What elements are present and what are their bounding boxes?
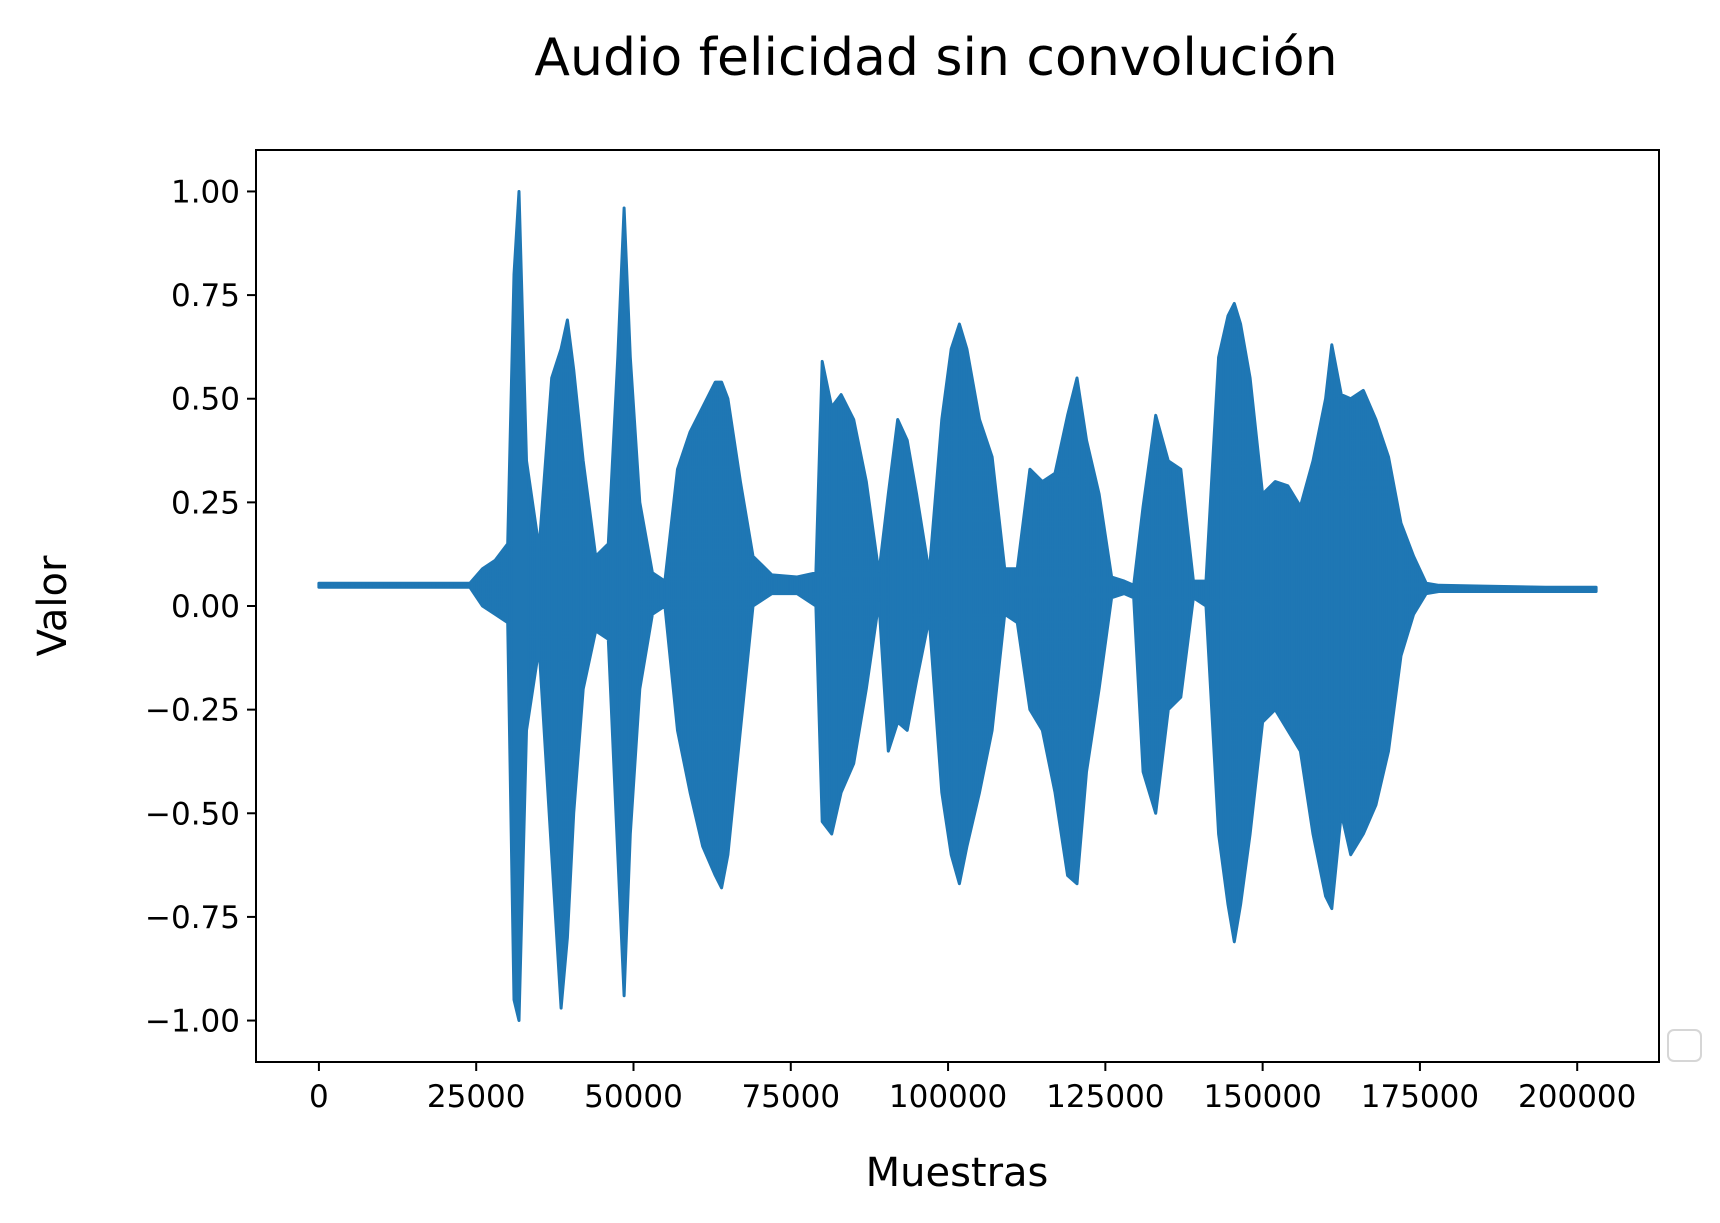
x-tick-label: 175000 (1361, 1079, 1479, 1115)
waveform-oscillation (317, 191, 1595, 1021)
x-tick-label: 75000 (741, 1079, 840, 1115)
plot-area (255, 149, 1660, 1063)
x-tick-label: 25000 (427, 1079, 526, 1115)
y-tick-label: 1.00 (171, 174, 240, 210)
y-tick-label: −0.25 (145, 693, 240, 729)
y-tick-label: −1.00 (145, 1004, 240, 1040)
y-axis-label: Valor (30, 555, 76, 656)
y-tick-label: 0.75 (171, 278, 240, 314)
y-tick-label: −0.75 (145, 900, 240, 936)
x-tick-label: 0 (309, 1079, 329, 1115)
x-axis-ticks: 0 25000 50000 75000 100000 125000 150000 175000… (309, 1062, 1636, 1115)
series-layer (317, 190, 1598, 1022)
y-tick-label: 0.25 (171, 485, 240, 521)
x-axis-label: Muestras (866, 1150, 1049, 1196)
x-tick-label: 100000 (889, 1079, 1007, 1115)
y-tick-label: 0.00 (171, 589, 240, 625)
chart-title: Audio felicidad sin convolución (534, 28, 1337, 88)
y-tick-label: 0.50 (171, 382, 240, 418)
y-tick-label: −0.50 (145, 796, 240, 832)
x-tick-label: 125000 (1046, 1079, 1164, 1115)
x-tick-label: 50000 (584, 1079, 683, 1115)
y-axis-ticks: 1.00 0.75 0.50 0.25 0.00 −0.25 −0.50 −0.75 −1.00 (145, 174, 256, 1040)
empty-legend-box (1667, 1029, 1702, 1062)
x-tick-label: 200000 (1518, 1079, 1636, 1115)
x-tick-label: 150000 (1203, 1079, 1321, 1115)
